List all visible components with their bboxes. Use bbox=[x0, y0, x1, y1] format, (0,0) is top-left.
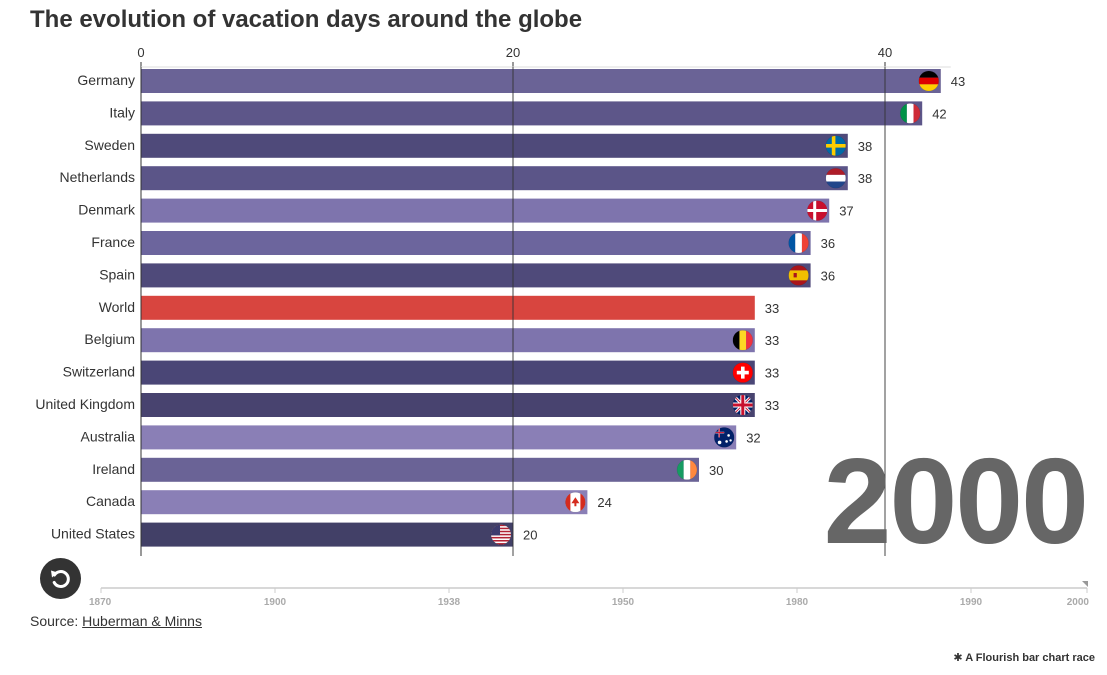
category-label: Netherlands bbox=[60, 169, 136, 185]
bar-row: Australia 32 bbox=[81, 425, 761, 450]
denmark-flag-icon bbox=[807, 200, 828, 221]
category-label: France bbox=[91, 234, 135, 250]
value-label: 38 bbox=[858, 171, 872, 186]
bar[interactable] bbox=[141, 328, 755, 353]
ireland-flag-icon bbox=[677, 459, 697, 480]
timeline-tick-label: 1900 bbox=[264, 597, 287, 608]
value-label: 30 bbox=[709, 463, 723, 478]
current-year-label: 2000 bbox=[823, 433, 1089, 569]
spain-flag-icon bbox=[788, 265, 809, 286]
value-label: 42 bbox=[932, 106, 946, 121]
source-label: Source: bbox=[30, 613, 79, 629]
bar[interactable] bbox=[141, 360, 755, 385]
bar-row: Italy 42 bbox=[109, 101, 947, 126]
value-label: 38 bbox=[858, 139, 872, 154]
timeline-tick-label: 1870 bbox=[89, 597, 112, 608]
italy-flag-icon bbox=[900, 103, 921, 124]
bar-row: Sweden 38 bbox=[84, 133, 872, 158]
netherlands-flag-icon bbox=[825, 168, 846, 189]
bar[interactable] bbox=[141, 295, 755, 320]
category-label: Denmark bbox=[78, 202, 136, 218]
bar-row: Denmark 37 bbox=[78, 198, 854, 223]
replay-icon bbox=[51, 570, 70, 588]
bar[interactable] bbox=[141, 69, 941, 93]
bar-row: World 33 bbox=[99, 295, 779, 320]
timeline-tick-label: 1938 bbox=[438, 597, 461, 608]
switzerland-flag-icon bbox=[732, 362, 753, 383]
bar[interactable] bbox=[141, 393, 755, 417]
bar[interactable] bbox=[141, 133, 848, 158]
bar-row: United Kingdom 33 bbox=[35, 393, 779, 417]
category-label: Germany bbox=[77, 72, 135, 88]
flourish-credit-label: A Flourish bar chart race bbox=[965, 652, 1095, 664]
bar[interactable] bbox=[141, 425, 737, 450]
value-label: 36 bbox=[821, 236, 835, 251]
source-note: Source: Huberman & Minns bbox=[30, 613, 202, 629]
value-label: 43 bbox=[951, 74, 965, 89]
bar-row: Spain 36 bbox=[99, 263, 835, 288]
category-label: Spain bbox=[99, 266, 135, 282]
category-label: Australia bbox=[81, 428, 136, 444]
category-label: Canada bbox=[86, 493, 135, 509]
category-label: Italy bbox=[109, 104, 135, 120]
bar-row: France 36 bbox=[91, 231, 835, 255]
bar-row: Ireland 30 bbox=[92, 457, 723, 482]
category-label: World bbox=[99, 299, 135, 315]
timeline-tick-label: 1950 bbox=[612, 597, 635, 608]
x-tick-label: 40 bbox=[878, 45, 892, 60]
bar[interactable] bbox=[141, 457, 699, 482]
timeline-tick-label: 2000 bbox=[1067, 597, 1090, 608]
category-label: Ireland bbox=[92, 461, 135, 477]
belgium-flag-icon bbox=[732, 330, 753, 351]
x-tick-label: 20 bbox=[506, 45, 520, 60]
bar[interactable] bbox=[141, 231, 811, 255]
bar-row: Germany 43 bbox=[77, 69, 965, 93]
value-label: 33 bbox=[765, 301, 779, 316]
bar[interactable] bbox=[141, 263, 811, 288]
timeline-tick-label: 1980 bbox=[786, 597, 809, 608]
value-label: 24 bbox=[597, 495, 611, 510]
bar-row: United States 20 bbox=[51, 522, 537, 547]
canada-flag-icon bbox=[565, 492, 586, 513]
bar[interactable] bbox=[141, 522, 513, 547]
value-label: 36 bbox=[821, 268, 835, 283]
category-label: Sweden bbox=[84, 137, 135, 153]
category-label: Belgium bbox=[84, 331, 135, 347]
australia-flag-icon bbox=[714, 427, 735, 448]
value-label: 20 bbox=[523, 528, 537, 543]
value-label: 32 bbox=[746, 430, 760, 445]
sweden-flag-icon bbox=[825, 135, 846, 156]
value-label: 37 bbox=[839, 204, 853, 219]
bar-row: Netherlands 38 bbox=[60, 166, 872, 191]
bar[interactable] bbox=[141, 101, 923, 126]
category-label: United Kingdom bbox=[35, 396, 135, 412]
bar[interactable] bbox=[141, 198, 830, 223]
chart-title: The evolution of vacation days around th… bbox=[30, 6, 583, 33]
usa-flag-icon bbox=[491, 524, 511, 545]
replay-button[interactable] bbox=[40, 558, 81, 599]
bar-row: Switzerland 33 bbox=[63, 360, 779, 385]
flourish-icon: ✱ bbox=[953, 652, 963, 664]
flourish-credit[interactable]: ✱ A Flourish bar chart race bbox=[953, 651, 1095, 664]
germany-flag-icon bbox=[918, 71, 939, 91]
timeline-tick-label: 1990 bbox=[960, 597, 983, 608]
bar-row: Belgium 33 bbox=[84, 328, 779, 353]
value-label: 33 bbox=[765, 366, 779, 381]
value-label: 33 bbox=[765, 333, 779, 348]
uk-flag-icon bbox=[732, 395, 753, 415]
category-label: United States bbox=[51, 526, 135, 542]
france-flag-icon bbox=[788, 233, 809, 253]
category-label: Switzerland bbox=[63, 364, 135, 380]
timeline-handle[interactable] bbox=[1082, 581, 1088, 587]
x-tick-label: 0 bbox=[137, 45, 144, 60]
timeline-slider[interactable]: 1870 1900 1938 1950 1980 1990 2000 bbox=[0, 0, 1107, 615]
source-link[interactable]: Huberman & Minns bbox=[82, 613, 202, 629]
value-label: 33 bbox=[765, 398, 779, 413]
bar[interactable] bbox=[141, 166, 848, 191]
